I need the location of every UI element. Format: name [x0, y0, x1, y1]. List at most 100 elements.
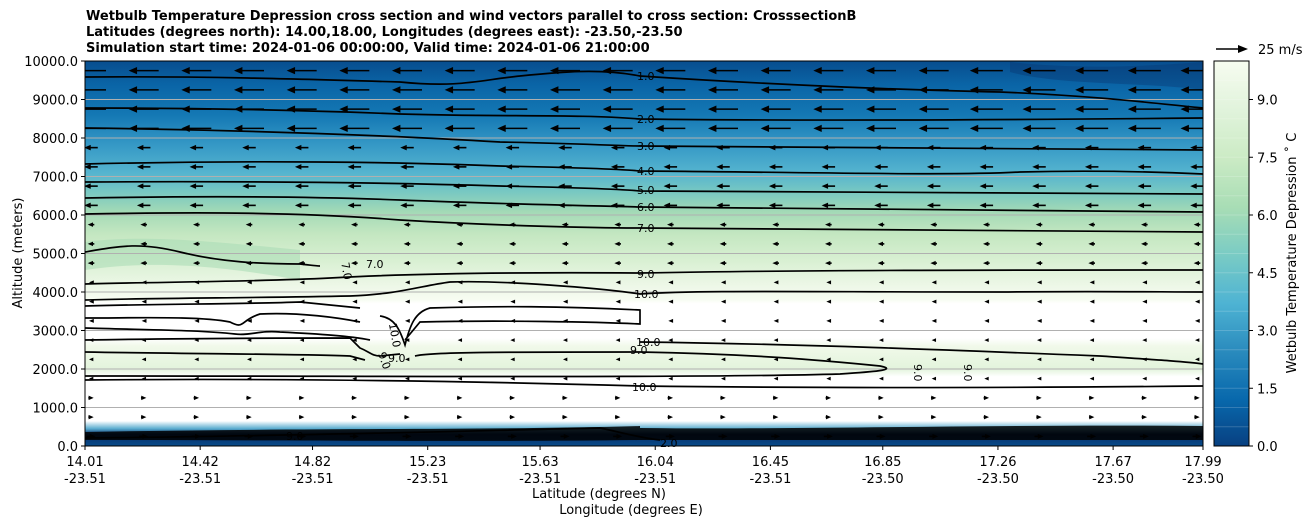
wind-arrow	[392, 124, 422, 132]
wind-arrow	[194, 318, 200, 323]
wind-arrow	[351, 241, 358, 247]
wind-arrow	[444, 105, 475, 113]
contour-labels: 1.0 2.0 3.0 4.0 5.0 6.0 7.0 7.0 7.0 9.0 …	[286, 70, 974, 450]
wind-arrow	[1035, 260, 1043, 266]
wind-arrow	[1195, 318, 1200, 323]
clabel-6-0: 6.0	[637, 201, 655, 214]
wind-arrow	[85, 144, 98, 151]
wind-arrow	[1037, 280, 1042, 285]
wind-arrow	[141, 318, 147, 323]
wind-arrow	[558, 202, 572, 209]
wind-arrow	[193, 241, 200, 247]
wind-arrow	[563, 299, 568, 304]
wind-arrow	[825, 241, 832, 247]
wind-arrow	[663, 202, 678, 209]
wind-arrow	[1075, 105, 1109, 113]
wind-arrow	[721, 338, 726, 342]
wind-arrow	[663, 144, 678, 151]
wind-arrow	[245, 222, 253, 227]
wind-arrow	[560, 433, 570, 439]
wind-arrow	[1127, 67, 1161, 75]
wind-arrow	[773, 299, 779, 304]
wind-arrow	[457, 376, 463, 381]
clabel-10-0-b: 10.0	[386, 322, 403, 348]
wind-arrow	[721, 318, 726, 323]
wind-arrow	[298, 414, 305, 420]
wind-arrow	[613, 433, 623, 439]
wind-arrow	[505, 183, 520, 189]
wind-arrow	[141, 357, 147, 362]
wind-arrow	[918, 67, 949, 75]
wind-arrow	[667, 395, 674, 401]
x-tick-label-lon: -23.51	[634, 472, 676, 487]
wind-arrow	[773, 357, 779, 362]
contour-lines	[85, 70, 1203, 441]
wind-arrow	[347, 183, 362, 189]
wind-arrow	[141, 338, 147, 342]
clabel-2-0-b: 2.0	[660, 437, 678, 450]
wind-arrow	[497, 105, 528, 113]
colorbar-tick-label: 0.0	[1257, 440, 1278, 455]
wind-arrow	[1037, 376, 1042, 381]
wind-arrow	[614, 222, 621, 227]
wind-arrow	[402, 433, 412, 439]
wind-arrow	[128, 105, 159, 113]
clabel-7-0: 7.0	[637, 222, 655, 235]
x-tick-label-lon: -23.50	[1092, 472, 1134, 487]
wind-arrow	[294, 202, 309, 209]
wind-arrow	[562, 414, 568, 420]
wind-arrow	[926, 164, 941, 170]
wind-arrow	[505, 202, 520, 209]
wind-arrow	[189, 144, 204, 151]
wind-arrow	[405, 318, 410, 323]
wind-arrow	[1032, 144, 1046, 151]
wind-arrow	[141, 299, 147, 304]
wind-arrow	[86, 433, 96, 439]
clabel-3-0: 3.0	[637, 140, 655, 153]
wind-arrow	[773, 376, 779, 381]
wind-arrow	[181, 86, 212, 94]
wind-arrow	[821, 183, 836, 189]
wind-arrow	[510, 318, 516, 323]
title-line-3: Simulation start time: 2024-01-06 00:00:…	[86, 41, 650, 56]
wind-arrow	[128, 67, 159, 75]
wind-arrow	[926, 144, 941, 151]
wind-arrow	[874, 164, 888, 170]
wind-arrow	[667, 222, 674, 227]
wind-arrow	[286, 86, 317, 94]
x-tick-label-lon: -23.51	[179, 472, 221, 487]
wind-arrow	[874, 183, 888, 189]
wind-arrow	[89, 280, 94, 285]
wind-arrow	[760, 67, 791, 75]
colorbar-tick-label: 3.0	[1257, 325, 1278, 340]
wind-arrow	[931, 338, 937, 342]
wind-arrow	[1137, 183, 1152, 189]
wind-arrow	[558, 144, 572, 151]
wind-arrow	[242, 164, 256, 170]
wind-arrow	[509, 222, 516, 227]
wind-arrow	[1194, 414, 1200, 420]
wind-arrow	[665, 433, 675, 439]
wind-arrow	[510, 299, 516, 304]
wind-arrow	[773, 318, 779, 323]
quiver-key: 25 m/s	[1216, 43, 1303, 58]
wind-arrow	[286, 67, 317, 75]
wind-arrow	[772, 395, 779, 401]
wind-arrow	[826, 357, 831, 362]
wind-arrow	[352, 318, 358, 323]
colorbar: 0.0 1.5 3.0 4.5 6.0 7.5 9.0 Wetbulb Temperatur…	[1213, 60, 1300, 455]
wind-arrow	[879, 280, 884, 285]
wind-arrow	[140, 414, 147, 420]
title-line-2: Latitudes (degrees north): 14.00,18.00, …	[86, 25, 683, 40]
x-tick-label-lat: 16.04	[637, 455, 674, 470]
wind-arrow	[294, 144, 309, 151]
wind-arrow	[918, 124, 949, 132]
wind-arrow	[768, 144, 783, 151]
wind-arrow	[720, 414, 726, 420]
wind-arrow	[979, 183, 994, 189]
clabel-9-0-g: 9.0	[286, 430, 304, 443]
x-tick-label-lat: 17.99	[1184, 455, 1221, 470]
wind-arrow	[456, 241, 463, 247]
wind-arrow	[879, 338, 884, 342]
wind-arrow	[550, 124, 580, 132]
